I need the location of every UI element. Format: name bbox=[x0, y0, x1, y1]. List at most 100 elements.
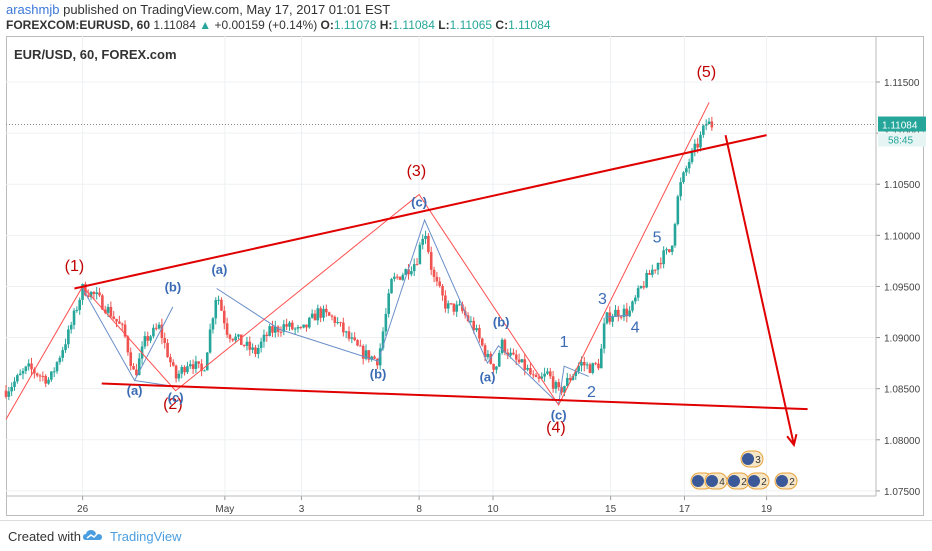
minor-wave-label: 4 bbox=[631, 319, 640, 336]
candle-body bbox=[353, 337, 356, 341]
high-label: H: bbox=[379, 18, 393, 32]
minor-wave-label: (c) bbox=[411, 195, 427, 210]
low-label: L: bbox=[438, 18, 450, 32]
candle-body bbox=[208, 329, 212, 353]
candle-body bbox=[381, 331, 385, 349]
candle-body bbox=[537, 377, 541, 379]
primary-wave-line bbox=[5, 102, 710, 420]
candle-body bbox=[271, 326, 274, 333]
candle-body bbox=[16, 375, 19, 382]
candle-body bbox=[534, 374, 538, 378]
candle-body bbox=[248, 341, 252, 350]
candle-body bbox=[183, 367, 186, 373]
candle-body bbox=[95, 292, 99, 295]
candle-body bbox=[594, 363, 597, 365]
candle-body bbox=[81, 284, 84, 300]
candle-body bbox=[531, 374, 535, 376]
candle-body bbox=[106, 306, 110, 313]
candle-body bbox=[585, 364, 589, 366]
time-tick-label: 17 bbox=[679, 504, 691, 515]
candle-body bbox=[517, 359, 521, 363]
candle-body bbox=[571, 375, 575, 381]
close-label: C: bbox=[495, 18, 509, 32]
candle-body bbox=[512, 352, 515, 355]
candle-body bbox=[696, 143, 699, 148]
event-count: 2 bbox=[789, 477, 795, 488]
chart-frame[interactable] bbox=[6, 36, 924, 516]
candle-body bbox=[356, 340, 359, 346]
grid bbox=[6, 36, 876, 496]
candle-body bbox=[163, 338, 167, 343]
flag-icon bbox=[748, 475, 760, 487]
candle-body bbox=[296, 326, 300, 329]
price-axis[interactable]: 1.115001.110001.105001.100001.095001.090… bbox=[6, 36, 926, 498]
candle-body bbox=[605, 312, 609, 324]
trendline bbox=[724, 134, 795, 446]
candle-body bbox=[597, 363, 600, 369]
candle-body bbox=[500, 339, 504, 353]
candle-body bbox=[393, 276, 396, 279]
candle-body bbox=[378, 348, 382, 366]
candle-body bbox=[222, 310, 226, 324]
time-axis[interactable]: 26 May 3 8 10 15 17 19 bbox=[6, 495, 876, 515]
tradingview-logo-icon[interactable] bbox=[82, 527, 106, 543]
author-link[interactable]: arashmjb bbox=[6, 2, 60, 17]
candle-body bbox=[234, 336, 237, 341]
candle-body bbox=[120, 323, 124, 325]
candle-body bbox=[373, 356, 376, 359]
candle-body bbox=[591, 363, 595, 374]
candle-body bbox=[251, 347, 254, 350]
candle-body bbox=[404, 269, 407, 275]
candle-body bbox=[599, 348, 603, 369]
high-value: 1.11084 bbox=[392, 18, 435, 32]
candle-body bbox=[707, 121, 711, 125]
candle-body bbox=[651, 269, 654, 275]
flag-icon bbox=[706, 475, 718, 487]
candle-body bbox=[262, 334, 266, 342]
candle-body bbox=[625, 308, 629, 317]
candle-body bbox=[310, 313, 314, 318]
candle-body bbox=[429, 252, 433, 270]
candle-body bbox=[18, 373, 22, 376]
minor-waves bbox=[82, 218, 630, 406]
candle-body bbox=[157, 324, 161, 329]
candle-body bbox=[154, 327, 158, 329]
candle-body bbox=[327, 312, 331, 316]
candle-body bbox=[285, 324, 288, 327]
event-badges[interactable]: 542232 bbox=[690, 450, 798, 490]
candle-body bbox=[446, 303, 450, 309]
minor-wave-label: (a) bbox=[127, 383, 143, 398]
open-value: 1.11078 bbox=[333, 18, 377, 32]
candle-body bbox=[200, 363, 203, 371]
candle-body bbox=[305, 324, 308, 328]
tradingview-brand[interactable]: TradingView bbox=[110, 529, 182, 544]
trendlines bbox=[74, 134, 808, 448]
candle-body bbox=[421, 238, 425, 245]
time-tick-label: 3 bbox=[299, 504, 305, 515]
candle-body bbox=[546, 371, 549, 374]
candle-body bbox=[557, 382, 561, 388]
candle-body bbox=[268, 326, 271, 336]
candle-body bbox=[50, 371, 53, 380]
candle-body bbox=[424, 235, 427, 239]
minor-wave-label: 1 bbox=[560, 334, 569, 351]
last-price: 1.11084 bbox=[153, 18, 196, 32]
candle-body bbox=[444, 295, 447, 309]
candle-body bbox=[662, 250, 665, 265]
candle-body bbox=[472, 320, 476, 331]
time-tick-label: 26 bbox=[77, 504, 89, 515]
candle-body bbox=[568, 378, 572, 381]
event-count: 2 bbox=[761, 477, 767, 488]
candle-body bbox=[137, 358, 141, 376]
candle-body bbox=[27, 363, 30, 367]
candle-body bbox=[78, 299, 82, 310]
primary-wave-label: (4) bbox=[546, 420, 566, 437]
price-tick-label: 1.09000 bbox=[884, 334, 921, 345]
flag-icon bbox=[742, 453, 754, 465]
countdown-label: 58:45 bbox=[888, 136, 913, 147]
candle-body bbox=[313, 313, 317, 321]
candle-body bbox=[319, 308, 322, 318]
candle-body bbox=[152, 327, 155, 337]
candle-body bbox=[461, 304, 464, 312]
